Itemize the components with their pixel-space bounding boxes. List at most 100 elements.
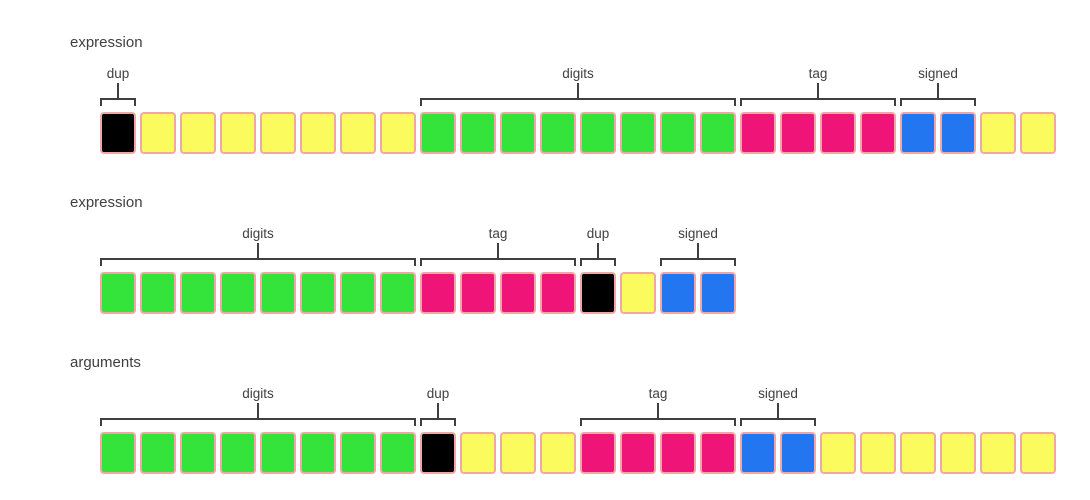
bracket-span bbox=[740, 418, 816, 426]
cell-green bbox=[700, 112, 736, 154]
cell-blue bbox=[700, 272, 736, 314]
row-title: expression bbox=[70, 194, 143, 211]
cell-green bbox=[500, 112, 536, 154]
bracket-tick bbox=[697, 243, 699, 258]
bracket-label: signed bbox=[678, 226, 718, 241]
cell-green bbox=[220, 432, 256, 474]
cell-pink bbox=[420, 272, 456, 314]
cell-black bbox=[100, 112, 136, 154]
bracket-label: digits bbox=[242, 226, 274, 241]
cell-yellow bbox=[500, 432, 536, 474]
cell-pink bbox=[820, 112, 856, 154]
bracket-tick bbox=[657, 403, 659, 418]
bracket-label: tag bbox=[808, 66, 828, 81]
cell-green bbox=[260, 272, 296, 314]
cell-pink bbox=[740, 112, 776, 154]
cell-green bbox=[420, 112, 456, 154]
cell-green bbox=[300, 272, 336, 314]
bracket-tick bbox=[937, 83, 939, 98]
cell-blue bbox=[940, 112, 976, 154]
cell-yellow bbox=[220, 112, 256, 154]
cell-yellow bbox=[860, 432, 896, 474]
bracket-span bbox=[660, 258, 736, 266]
cell-green bbox=[180, 432, 216, 474]
cell-pink bbox=[780, 112, 816, 154]
cell-yellow bbox=[340, 112, 376, 154]
cell-pink bbox=[660, 432, 696, 474]
cell-pink bbox=[620, 432, 656, 474]
cell-yellow bbox=[300, 112, 336, 154]
cell-green bbox=[140, 432, 176, 474]
cell-yellow bbox=[900, 432, 936, 474]
cell-yellow bbox=[980, 112, 1016, 154]
bracket-span bbox=[740, 98, 896, 106]
row-title: expression bbox=[70, 34, 143, 51]
cell-green bbox=[380, 272, 416, 314]
cell-green bbox=[220, 272, 256, 314]
cell-green bbox=[580, 112, 616, 154]
cell-yellow bbox=[620, 272, 656, 314]
bracket-tick bbox=[577, 83, 579, 98]
cell-green bbox=[460, 112, 496, 154]
cell-yellow bbox=[460, 432, 496, 474]
bracket-span bbox=[100, 418, 416, 426]
cell-pink bbox=[540, 272, 576, 314]
bracket-span bbox=[580, 418, 736, 426]
cell-black bbox=[420, 432, 456, 474]
cell-blue bbox=[740, 432, 776, 474]
bracket-tick bbox=[597, 243, 599, 258]
cell-blue bbox=[780, 432, 816, 474]
row-title: arguments bbox=[70, 354, 141, 371]
bracket-label: dup bbox=[586, 226, 610, 241]
bracket-label: tag bbox=[488, 226, 508, 241]
cell-yellow bbox=[820, 432, 856, 474]
cell-green bbox=[340, 432, 376, 474]
bracket-span bbox=[900, 98, 976, 106]
cell-pink bbox=[860, 112, 896, 154]
bracket-tick bbox=[257, 403, 259, 418]
bracket-label: digits bbox=[242, 386, 274, 401]
cell-yellow bbox=[380, 112, 416, 154]
cell-pink bbox=[580, 432, 616, 474]
cell-blue bbox=[900, 112, 936, 154]
cell-yellow bbox=[140, 112, 176, 154]
cell-green bbox=[540, 112, 576, 154]
bracket-label: signed bbox=[918, 66, 958, 81]
cell-green bbox=[100, 272, 136, 314]
bracket-span bbox=[420, 418, 456, 426]
cell-blue bbox=[660, 272, 696, 314]
bracket-label: digits bbox=[562, 66, 594, 81]
bracket-tick bbox=[257, 243, 259, 258]
bracket-span bbox=[580, 258, 616, 266]
bracket-span bbox=[420, 98, 736, 106]
cell-green bbox=[660, 112, 696, 154]
cell-yellow bbox=[1020, 432, 1056, 474]
cell-green bbox=[140, 272, 176, 314]
bracket-span bbox=[100, 98, 136, 106]
bracket-label: tag bbox=[648, 386, 668, 401]
bracket-tick bbox=[437, 403, 439, 418]
cell-yellow bbox=[980, 432, 1016, 474]
cell-pink bbox=[500, 272, 536, 314]
bracket-label: dup bbox=[426, 386, 450, 401]
cell-pink bbox=[700, 432, 736, 474]
bracket-tick bbox=[777, 403, 779, 418]
bracket-tick bbox=[117, 83, 119, 98]
cell-green bbox=[380, 432, 416, 474]
cell-pink bbox=[460, 272, 496, 314]
cell-yellow bbox=[540, 432, 576, 474]
bracket-label: signed bbox=[758, 386, 798, 401]
cell-black bbox=[580, 272, 616, 314]
bracket-tick bbox=[497, 243, 499, 258]
cell-yellow bbox=[1020, 112, 1056, 154]
cell-yellow bbox=[260, 112, 296, 154]
cell-yellow bbox=[180, 112, 216, 154]
bracket-span bbox=[420, 258, 576, 266]
bracket-tick bbox=[817, 83, 819, 98]
cell-green bbox=[180, 272, 216, 314]
cell-green bbox=[340, 272, 376, 314]
bracket-span bbox=[100, 258, 416, 266]
cell-green bbox=[300, 432, 336, 474]
cell-green bbox=[260, 432, 296, 474]
